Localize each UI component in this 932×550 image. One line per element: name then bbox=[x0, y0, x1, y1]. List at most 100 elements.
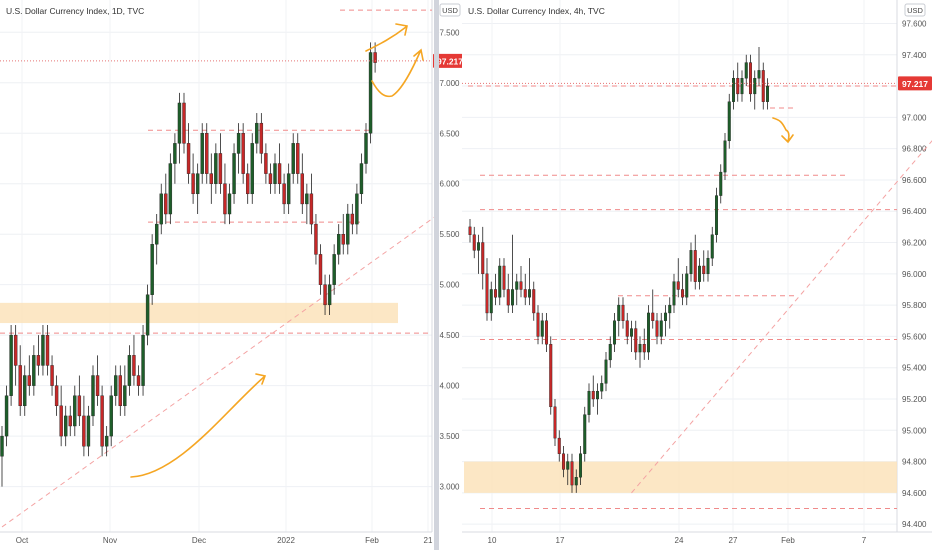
candle bbox=[596, 383, 600, 415]
candle-body bbox=[630, 328, 634, 337]
currency-badge: USD bbox=[907, 6, 923, 15]
candle bbox=[36, 335, 41, 376]
candle-body bbox=[41, 334, 45, 366]
candle bbox=[250, 133, 254, 204]
candle-body bbox=[651, 312, 655, 321]
candle-body bbox=[532, 289, 536, 314]
candle bbox=[314, 214, 318, 265]
candle bbox=[698, 258, 702, 290]
candle bbox=[218, 133, 223, 194]
candle-body bbox=[341, 234, 345, 245]
candle bbox=[468, 219, 472, 243]
candle-body bbox=[77, 395, 82, 417]
candle-body bbox=[264, 153, 268, 174]
candle-body bbox=[241, 133, 245, 174]
candle bbox=[305, 183, 309, 225]
candle-body bbox=[545, 320, 549, 345]
candle bbox=[676, 258, 680, 298]
candle-body bbox=[647, 312, 651, 353]
candle bbox=[327, 274, 332, 315]
candle bbox=[600, 375, 604, 399]
candle bbox=[574, 469, 578, 493]
y-tick-label: 97.600 bbox=[902, 19, 927, 28]
candle-body bbox=[286, 173, 291, 205]
candle bbox=[766, 78, 770, 110]
candle-body bbox=[566, 461, 570, 470]
candle bbox=[583, 406, 587, 462]
candle-body bbox=[9, 334, 13, 396]
candle bbox=[664, 305, 668, 337]
candle bbox=[549, 336, 553, 415]
candle-body bbox=[209, 173, 214, 184]
y-tick-label: 96.800 bbox=[902, 145, 927, 154]
candle-body bbox=[63, 415, 68, 437]
candle-body bbox=[515, 281, 519, 290]
candle-body bbox=[587, 390, 591, 415]
candle-body bbox=[676, 281, 680, 290]
candle bbox=[150, 234, 154, 305]
candle bbox=[186, 123, 191, 184]
candle bbox=[118, 365, 123, 416]
candle-body bbox=[621, 304, 625, 321]
candle bbox=[104, 426, 109, 457]
candle bbox=[223, 163, 227, 225]
y-tick-label: 96.400 bbox=[902, 207, 927, 216]
candle bbox=[685, 266, 689, 306]
candle-body bbox=[698, 265, 702, 282]
candle-body bbox=[579, 453, 583, 478]
candle bbox=[642, 328, 646, 360]
candle bbox=[200, 123, 204, 184]
candle-body bbox=[557, 437, 561, 454]
candle bbox=[604, 352, 608, 392]
y-tick-label: 95.400 bbox=[902, 364, 927, 373]
candle bbox=[296, 133, 300, 184]
candle-body bbox=[291, 143, 295, 174]
candle-body bbox=[173, 143, 177, 164]
candle-body bbox=[277, 163, 282, 184]
candle bbox=[214, 143, 218, 194]
candle bbox=[545, 312, 549, 353]
y-tick-label: 93.500 bbox=[435, 432, 460, 441]
y-tick-label: 97.000 bbox=[902, 113, 927, 122]
support-zone bbox=[0, 302, 398, 324]
panel-1: 97.500 97.000 96.500 96.000 95.500 95.000 94.5… bbox=[0, 0, 467, 545]
y-tick-label: 94.500 bbox=[435, 331, 460, 340]
candle-body bbox=[498, 265, 502, 298]
y-tick-label: 95.800 bbox=[902, 301, 927, 310]
candle-body bbox=[32, 355, 36, 386]
candle-body bbox=[536, 312, 540, 337]
y-tick-label: 96.000 bbox=[902, 270, 927, 279]
candle-body bbox=[574, 477, 578, 486]
candle-body bbox=[327, 284, 332, 306]
candle-body bbox=[511, 289, 515, 306]
candle-body bbox=[13, 334, 18, 366]
candle bbox=[232, 143, 236, 204]
candle-body bbox=[519, 281, 523, 290]
candle-body bbox=[168, 163, 173, 215]
candle-body bbox=[528, 289, 532, 298]
candle-body bbox=[318, 254, 323, 285]
candle-body bbox=[159, 193, 163, 225]
panel-divider[interactable] bbox=[434, 0, 439, 550]
candle-body bbox=[672, 281, 676, 306]
candle-body bbox=[355, 193, 359, 225]
candle bbox=[655, 312, 659, 345]
y-tick-label: 94.800 bbox=[902, 458, 927, 467]
x-tick-label: Feb bbox=[781, 536, 795, 545]
trendline bbox=[631, 140, 932, 494]
candle-body bbox=[100, 395, 104, 447]
candle-body bbox=[350, 213, 355, 225]
candle-body bbox=[506, 289, 510, 306]
candle-body bbox=[757, 70, 761, 79]
candle-body bbox=[617, 304, 621, 321]
candle-body bbox=[549, 344, 553, 408]
candle-body bbox=[337, 234, 341, 255]
candle bbox=[753, 70, 757, 110]
candle-body bbox=[494, 289, 498, 298]
candle bbox=[41, 325, 45, 376]
candle-body bbox=[332, 254, 336, 285]
up-right-arrow bbox=[365, 23, 408, 52]
candle bbox=[536, 305, 540, 345]
candle bbox=[702, 250, 706, 282]
